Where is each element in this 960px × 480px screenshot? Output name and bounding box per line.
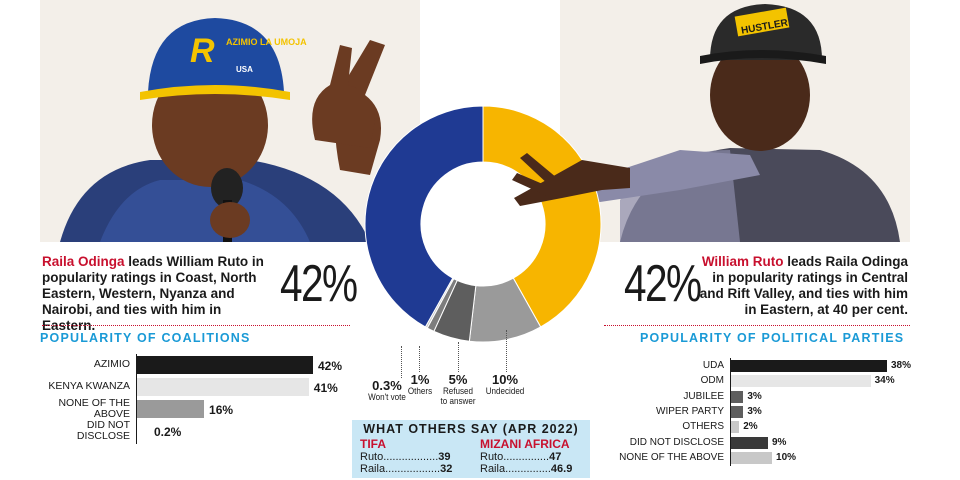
left-blurb-text: leads William Ruto in popularity ratings… — [42, 254, 264, 333]
ruto-hand — [512, 153, 630, 206]
coalition-value: 41% — [313, 381, 338, 395]
slice-label-name: Undecided — [485, 386, 525, 397]
parties-axis — [730, 358, 731, 467]
coalition-label: NONE OF THE ABOVE — [58, 397, 130, 420]
party-value: 3% — [747, 390, 762, 402]
slice-label-name: Won't vote — [368, 392, 406, 403]
coalitions-title: POPULARITY OF COALITIONS — [40, 331, 251, 345]
party-label: JUBILEE — [683, 390, 724, 402]
coalition-label: DID NOT DISCLOSE — [76, 419, 130, 442]
poll-row: Raila...............46.9 — [480, 463, 573, 475]
party-bar — [731, 405, 744, 418]
party-bar — [731, 451, 773, 464]
slice-label: 0.3% Won't vote — [362, 378, 412, 403]
left-blurb: Raila Odinga leads William Ruto in popul… — [42, 254, 274, 334]
slice-label-name: Others — [407, 386, 433, 397]
slice-leader-line — [401, 346, 402, 378]
coalition-bar — [137, 400, 205, 418]
left-blurb-name: Raila Odinga — [42, 254, 125, 269]
party-value: 10% — [776, 451, 797, 463]
right-blurb: William Ruto leads Raila Odinga in popul… — [690, 254, 908, 318]
others-say-title: WHAT OTHERS SAY (APR 2022) — [363, 422, 579, 436]
party-label: ODM — [700, 375, 724, 387]
coalition-value: 0.2% — [154, 425, 182, 439]
slice-label-pct: 0.3% — [372, 378, 402, 393]
coalitions-axis — [136, 354, 137, 444]
party-bar — [731, 436, 768, 449]
right-blurb-text: leads Raila Odinga in popularity ratings… — [699, 254, 908, 317]
right-blurb-name: William Ruto — [701, 254, 784, 269]
party-bar — [731, 421, 740, 434]
pollster-mizani: MIZANI AFRICA Ruto...............47 Rail… — [480, 437, 588, 475]
left-dotted-rule — [42, 325, 350, 326]
coalition-bar — [137, 378, 309, 396]
party-label: OTHERS — [682, 421, 724, 433]
party-value: 9% — [771, 436, 787, 448]
slice-label: 1% Others — [402, 372, 438, 397]
party-label: NONE OF THE ABOVE — [619, 451, 724, 463]
donut-slice-raila — [364, 105, 484, 328]
coalition-label: KENYA KWANZA — [48, 380, 130, 392]
svg-text:R: R — [190, 32, 215, 70]
party-bar — [731, 390, 744, 403]
party-value: 34% — [874, 375, 895, 387]
raila-hand — [312, 45, 375, 148]
poll-row: Raila..................32 — [360, 463, 453, 475]
donut-hole — [422, 163, 544, 285]
ruto-big-pct: 42% — [624, 255, 702, 313]
parties-title: POPULARITY OF POLITICAL PARTIES — [640, 331, 905, 345]
party-value: 3% — [747, 405, 762, 417]
slice-label: 5% Refused to answer — [436, 372, 480, 407]
coalitions-chart: AZIMIO 42% KENYA KWANZA 41% NONE OF THE ABOV… — [40, 352, 360, 452]
party-bar — [731, 375, 871, 388]
coalition-bar — [137, 356, 313, 374]
party-value: 2% — [743, 421, 758, 433]
coalition-bar — [137, 422, 138, 440]
pollster-name: TIFA — [360, 437, 386, 451]
party-label: WIPER PARTY — [656, 405, 724, 417]
parties-chart: UDA 38% ODM 34% JUBILEE 3% WIPER PARTY 3% OTHERS… — [606, 358, 916, 470]
slice-leader-line — [419, 346, 420, 372]
left-cap-sub: USA — [236, 65, 253, 74]
raila-big-pct: 42% — [280, 255, 358, 313]
party-label: DID NOT DISCLOSE — [629, 436, 724, 448]
slice-label-pct: 5% — [448, 372, 468, 387]
slice-leader-line — [506, 330, 507, 372]
poll-row: Ruto..................39 — [360, 451, 451, 463]
slice-label-pct: 1% — [410, 372, 430, 387]
right-dotted-rule — [604, 325, 910, 326]
coalition-value: 42% — [318, 359, 343, 373]
poll-row: Ruto...............47 — [480, 451, 562, 463]
left-cap-text: AZIMIO LA UMOJA — [226, 37, 307, 47]
coalition-label: AZIMIO — [93, 358, 130, 370]
slice-label-name: Refused to answer — [440, 386, 476, 407]
slice-label-pct: 10% — [491, 372, 519, 387]
coalition-value: 16% — [209, 403, 234, 417]
others-say-box: WHAT OTHERS SAY (APR 2022) TIFA Ruto....… — [352, 420, 590, 478]
party-value: 38% — [891, 360, 912, 371]
ruto-photo: HUSTLER — [560, 0, 910, 242]
slice-leader-line — [458, 342, 459, 372]
pollster-tifa: TIFA Ruto..................39 Raila.....… — [360, 437, 468, 475]
pollster-name: MIZANI AFRICA — [480, 437, 570, 451]
donut-chart — [364, 105, 602, 343]
party-bar — [731, 360, 887, 372]
slice-label: 10% Undecided — [482, 372, 528, 397]
party-label: UDA — [702, 360, 724, 371]
